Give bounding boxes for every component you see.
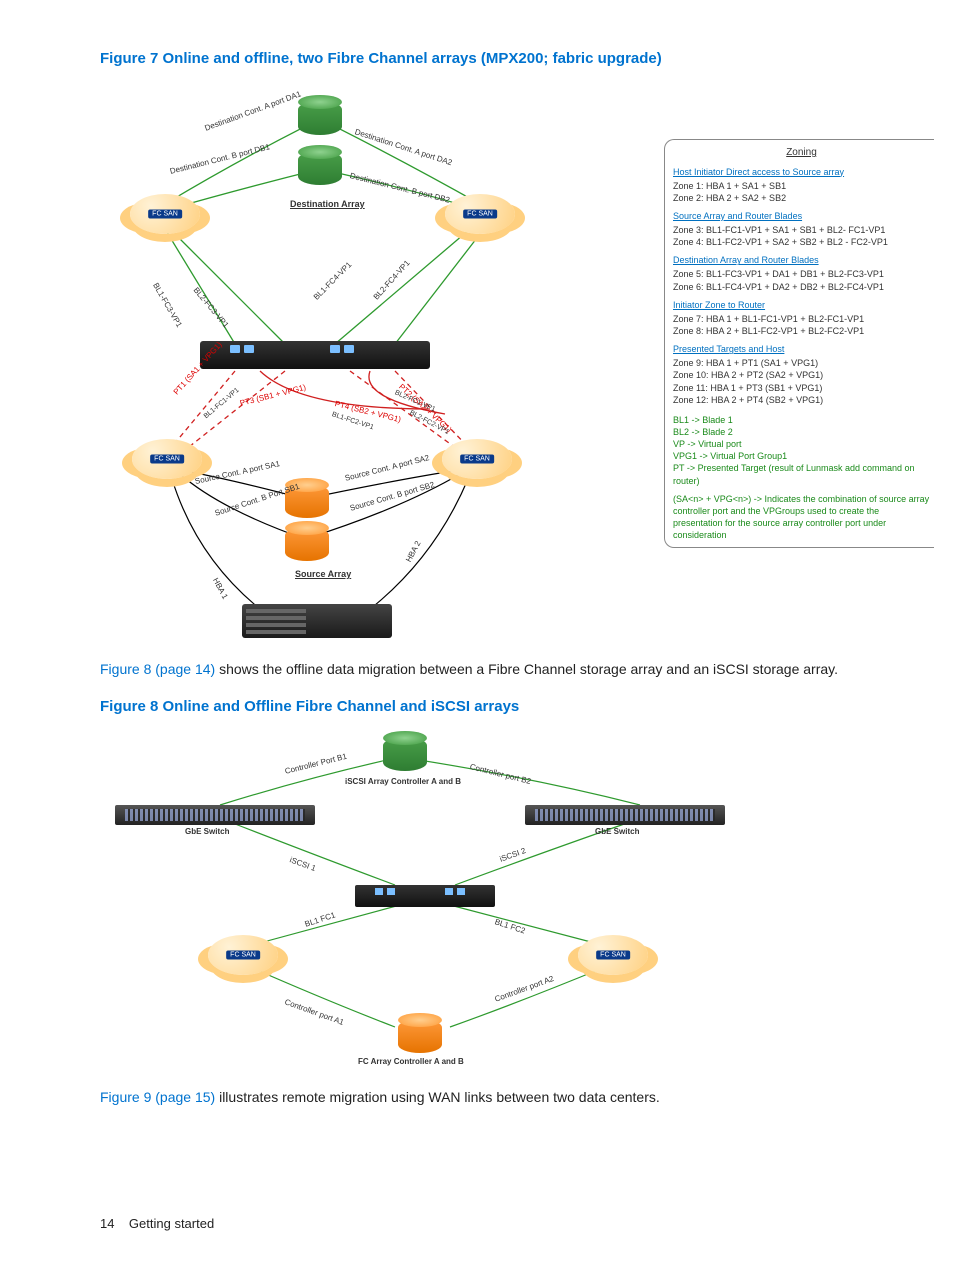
edge-label: HBA 1	[211, 576, 230, 600]
edge-label: PT3 (SB1 + VPG1)	[239, 383, 307, 408]
edge-label: Controller port A2	[493, 974, 555, 1004]
host-server	[242, 604, 392, 638]
edge-label: Controller port A1	[283, 997, 345, 1027]
source-array-label: Source Array	[295, 569, 351, 579]
fcsan-label: FC SAN	[463, 210, 497, 219]
figure8-diagram: iSCSI Array Controller A and B GbE Switc…	[100, 727, 854, 1067]
figure7-title: Figure 7 Online and offline, two Fibre C…	[100, 50, 854, 67]
zoning-line: Zone 12: HBA 2 + PT4 (SB2 + VPG1)	[673, 394, 930, 406]
edge-label: BL1-FC4-VP1	[312, 260, 354, 302]
zoning-glossary: BL1 -> Blade 1	[673, 414, 930, 426]
edge-label: Destination Cont. A port DA2	[354, 127, 454, 167]
edge-label: BL1-FC1-VP1	[203, 387, 241, 420]
fcsan-label: FC SAN	[226, 951, 260, 960]
zoning-line: Zone 5: BL1-FC3-VP1 + DA1 + DB1 + BL2-FC…	[673, 268, 930, 280]
fcsan-cloud-bottom-right: FC SAN	[442, 439, 512, 479]
gbe-switch-label: GbE Switch	[595, 827, 639, 836]
fcsan-label: FC SAN	[460, 455, 494, 464]
zoning-line: Zone 1: HBA 1 + SA1 + SB1	[673, 180, 930, 192]
zoning-note: (SA<n> + VPG<n>) -> Indicates the combin…	[673, 493, 930, 542]
fcsan-label: FC SAN	[596, 951, 630, 960]
edge-label: iSCSI 2	[498, 846, 527, 864]
zoning-glossary: VP -> Virtual port	[673, 438, 930, 450]
router-device	[200, 341, 430, 369]
gbe-switch-right	[525, 805, 725, 825]
edge-label: BL1-FC3-VP1	[151, 281, 184, 329]
zoning-subhead: Destination Array and Router Blades	[673, 254, 930, 266]
zoning-line: Zone 9: HBA 1 + PT1 (SA1 + VPG1)	[673, 357, 930, 369]
zoning-subhead: Host Initiator Direct access to Source a…	[673, 166, 930, 178]
fc-label: FC Array Controller A and B	[358, 1057, 464, 1066]
iscsi-cylinder	[383, 737, 427, 771]
zoning-line: Zone 3: BL1-FC1-VP1 + SA1 + SB1 + BL2- F…	[673, 224, 930, 236]
zoning-line: Zone 8: HBA 2 + BL1-FC2-VP1 + BL2-FC2-VP…	[673, 325, 930, 337]
edge-label: Destination Cont. A port DA1	[203, 89, 302, 132]
fcsan-label: FC SAN	[150, 455, 184, 464]
edge-label: BL1 FC1	[304, 910, 337, 928]
zoning-glossary: VPG1 -> Virtual Port Group1	[673, 450, 930, 462]
dest-cylinder-a	[298, 101, 342, 135]
page-footer: 14 Getting started	[100, 1216, 214, 1231]
dest-array-label: Destination Array	[290, 199, 365, 209]
figure7-diagram: Destination Array FC SAN FC SAN FC SAN F…	[100, 79, 854, 639]
fcsan-cloud-top-left: FC SAN	[130, 194, 200, 234]
figure9-link[interactable]: Figure 9 (page 15)	[100, 1089, 215, 1105]
figure8-title: Figure 8 Online and Offline Fibre Channe…	[100, 698, 854, 715]
fc-cylinder	[398, 1019, 442, 1053]
edge-label: Source Cont. A port SA1	[194, 459, 281, 486]
paragraph-1: Figure 8 (page 14) shows the offline dat…	[100, 659, 854, 680]
edge-label: iSCSI 1	[288, 855, 317, 873]
zoning-title: Zoning	[673, 146, 930, 160]
zoning-line: Zone 11: HBA 1 + PT3 (SB1 + VPG1)	[673, 382, 930, 394]
edge-label: Destination Cont. B port DB1	[169, 142, 271, 176]
paragraph-2: Figure 9 (page 15) illustrates remote mi…	[100, 1087, 854, 1108]
edge-label: Source Cont. B port SB2	[349, 480, 436, 513]
router-small	[355, 885, 495, 907]
iscsi-label: iSCSI Array Controller A and B	[345, 777, 461, 786]
zoning-line: Zone 7: HBA 1 + BL1-FC1-VP1 + BL2-FC1-VP…	[673, 313, 930, 325]
edge-label: Controller port B2	[469, 762, 532, 786]
figure8-link[interactable]: Figure 8 (page 14)	[100, 661, 215, 677]
zoning-line: Zone 10: HBA 2 + PT2 (SA2 + VPG1)	[673, 369, 930, 381]
zoning-panel: Zoning Host Initiator Direct access to S…	[664, 139, 934, 548]
zoning-glossary: PT -> Presented Target (result of Lunmas…	[673, 462, 930, 486]
footer-section: Getting started	[129, 1216, 214, 1231]
zoning-line: Zone 6: BL1-FC4-VP1 + DA2 + DB2 + BL2-FC…	[673, 281, 930, 293]
zoning-line: Zone 4: BL1-FC2-VP1 + SA2 + SB2 + BL2 - …	[673, 236, 930, 248]
edge-label: BL2-FC4-VP1	[372, 258, 412, 301]
paragraph-1-rest: shows the offline data migration between…	[215, 661, 838, 677]
zoning-subhead: Source Array and Router Blades	[673, 210, 930, 222]
fcsan-cloud-left: FC SAN	[208, 935, 278, 975]
zoning-glossary: BL2 -> Blade 2	[673, 426, 930, 438]
edge-label: Source Cont. A port SA2	[344, 453, 430, 483]
paragraph-2-rest: illustrates remote migration using WAN l…	[215, 1089, 660, 1105]
zoning-subhead: Initiator Zone to Router	[673, 299, 930, 311]
dest-cylinder-b	[298, 151, 342, 185]
fcsan-cloud-right: FC SAN	[578, 935, 648, 975]
fcsan-cloud-top-right: FC SAN	[445, 194, 515, 234]
source-cylinder-b	[285, 527, 329, 561]
gbe-switch-label: GbE Switch	[185, 827, 229, 836]
edge-label: BL1 FC2	[494, 917, 527, 935]
zoning-line: Zone 2: HBA 2 + SA2 + SB2	[673, 192, 930, 204]
edge-label: BL2-FC3-VP1	[192, 286, 231, 330]
edge-label: Controller Port B1	[284, 752, 348, 776]
fcsan-cloud-bottom-left: FC SAN	[132, 439, 202, 479]
gbe-switch-left	[115, 805, 315, 825]
zoning-subhead: Presented Targets and Host	[673, 343, 930, 355]
fcsan-label: FC SAN	[148, 210, 182, 219]
edge-label: HBA 2	[404, 539, 423, 563]
page-number: 14	[100, 1216, 114, 1231]
